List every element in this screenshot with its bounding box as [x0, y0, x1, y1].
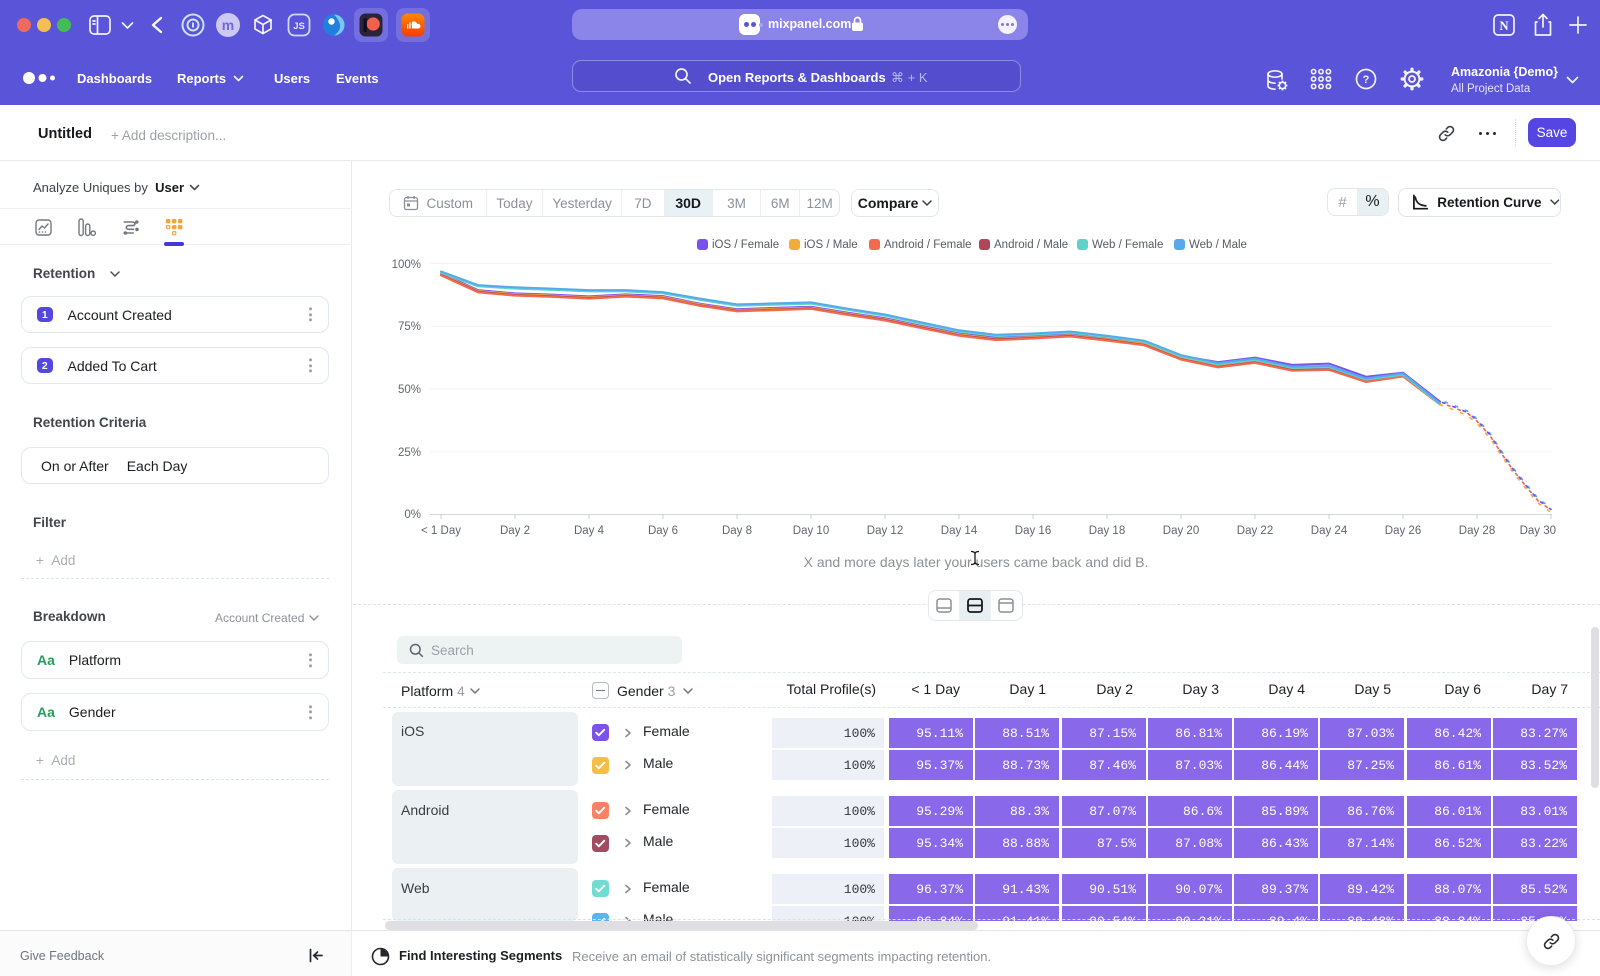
- svg-text:Day 12: Day 12: [867, 525, 903, 537]
- svg-text:Day 20: Day 20: [1163, 525, 1199, 537]
- svg-text:25%: 25%: [398, 447, 421, 459]
- svg-text:Day 24: Day 24: [1311, 525, 1348, 537]
- svg-text:Day 4: Day 4: [574, 525, 605, 537]
- svg-text:Day 18: Day 18: [1089, 525, 1125, 537]
- svg-text:N: N: [1499, 19, 1508, 33]
- svg-text:Day 6: Day 6: [648, 525, 678, 537]
- svg-text:Day 16: Day 16: [1015, 525, 1051, 537]
- svg-text:Day 22: Day 22: [1237, 525, 1273, 537]
- svg-text:Day 2: Day 2: [500, 525, 530, 537]
- svg-text:Day 8: Day 8: [722, 525, 752, 537]
- svg-text:0%: 0%: [404, 509, 421, 521]
- svg-text:50%: 50%: [398, 384, 421, 396]
- svg-text:JS: JS: [293, 21, 305, 32]
- svg-text:100%: 100%: [392, 259, 421, 271]
- svg-text:75%: 75%: [398, 321, 421, 333]
- svg-text:Day 14: Day 14: [941, 525, 978, 537]
- svg-text:Day 10: Day 10: [793, 525, 829, 537]
- svg-text:Day 28: Day 28: [1459, 525, 1495, 537]
- svg-text:< 1 Day: < 1 Day: [421, 525, 461, 537]
- svg-text:?: ?: [1363, 74, 1370, 86]
- svg-text:Day 26: Day 26: [1385, 525, 1421, 537]
- svg-text:Day 30: Day 30: [1520, 525, 1556, 537]
